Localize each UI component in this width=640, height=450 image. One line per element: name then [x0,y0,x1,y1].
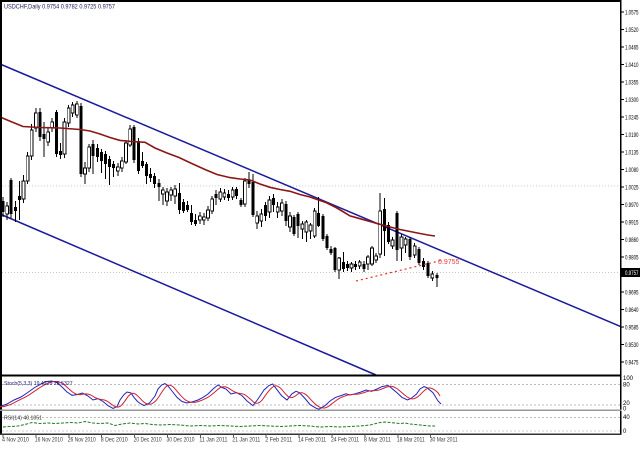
svg-text:1.0465: 1.0465 [625,45,639,51]
svg-text:26 Nov 2010: 26 Nov 2010 [68,438,97,444]
svg-text:20 Dec 2010: 20 Dec 2010 [134,438,163,444]
svg-text:0.9585: 0.9585 [625,325,639,331]
svg-text:100: 100 [623,376,634,382]
svg-text:1.0575: 1.0575 [625,10,639,16]
svg-text:0.9640: 0.9640 [625,308,639,314]
svg-text:14 Feb 2011: 14 Feb 2011 [298,438,327,444]
svg-text:1.0245: 1.0245 [625,115,639,121]
svg-text:Stoch(5,3,3) 19.4239 28.5327: Stoch(5,3,3) 19.4239 28.5327 [4,381,73,387]
svg-text:80: 80 [623,383,630,389]
svg-text:8 Dec 2010: 8 Dec 2010 [101,438,129,444]
svg-text:RSI(14) 40.1051: RSI(14) 40.1051 [4,416,42,422]
svg-text:16 Nov 2010: 16 Nov 2010 [35,438,64,444]
svg-text:24 Feb 2011: 24 Feb 2011 [331,438,360,444]
svg-text:1.0355: 1.0355 [625,80,639,86]
svg-text:18 Mar 2011: 18 Mar 2011 [397,438,426,444]
svg-text:0.9530: 0.9530 [625,343,639,349]
svg-text:0.9475: 0.9475 [625,360,639,366]
svg-text:0.9757: 0.9757 [625,271,639,277]
svg-text:0.9970: 0.9970 [625,203,639,209]
svg-text:8 Mar 2011: 8 Mar 2011 [364,438,392,444]
svg-text:0.9695: 0.9695 [625,290,639,296]
svg-text:1.0080: 1.0080 [625,168,639,174]
svg-text:11 Jan 2011: 11 Jan 2011 [199,438,228,444]
svg-text:1.0025: 1.0025 [625,185,639,191]
svg-text:1.0300: 1.0300 [625,98,639,104]
svg-text:21 Jan 2011: 21 Jan 2011 [232,438,261,444]
svg-text:0.9915: 0.9915 [625,220,639,226]
svg-text:1.0135: 1.0135 [625,150,639,156]
svg-text:0.9860: 0.9860 [625,238,639,244]
svg-text:30 Mar 2011: 30 Mar 2011 [430,438,459,444]
svg-text:2 Feb 2011: 2 Feb 2011 [265,438,293,444]
svg-text:1.0520: 1.0520 [625,28,639,34]
svg-text:0.9805: 0.9805 [625,255,639,261]
svg-text:0.9755: 0.9755 [438,259,460,266]
svg-text:1.0190: 1.0190 [625,133,639,139]
svg-text:4 Nov 2010: 4 Nov 2010 [2,438,30,444]
svg-text:30 Dec 2010: 30 Dec 2010 [167,438,196,444]
svg-text:40: 40 [623,415,630,421]
svg-text:USDCHF,Daily 0.9754 0.9782 0.: USDCHF,Daily 0.9754 0.9782 0.9725 0.9757 [4,4,115,11]
svg-text:1.0410: 1.0410 [625,63,639,69]
